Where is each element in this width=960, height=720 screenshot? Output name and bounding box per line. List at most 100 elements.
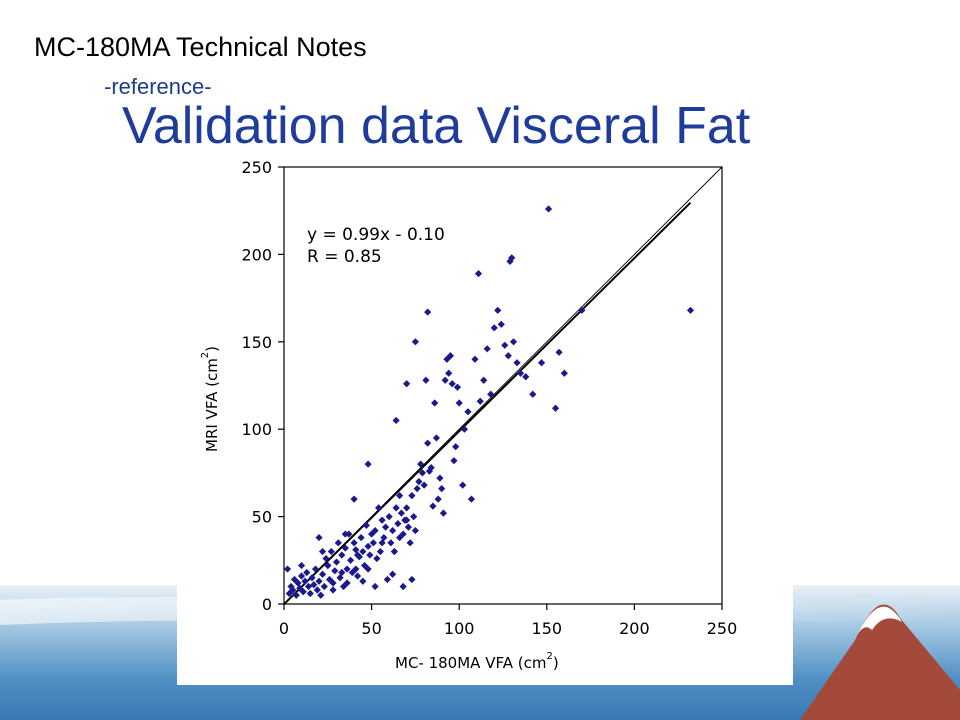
y-axis-label: MRI VFA (cm2) [200, 346, 221, 452]
data-point [387, 539, 395, 547]
data-point [371, 582, 379, 591]
data-point [373, 554, 381, 563]
axes: 0 50 100 150 200 250 0 50 100 150 200 250 [241, 158, 737, 638]
data-point [317, 591, 325, 599]
data-point [441, 376, 449, 384]
x-axis-label-sup: 2 [546, 651, 552, 662]
data-point [308, 574, 316, 582]
data-point [341, 530, 349, 538]
data-point [403, 380, 411, 388]
data-point [413, 485, 421, 493]
data-point [371, 526, 379, 535]
data-point [450, 457, 458, 465]
data-point [522, 373, 530, 381]
fit-lines [283, 166, 723, 605]
data-point [424, 439, 432, 447]
data-point [382, 523, 390, 531]
regression-line [283, 201, 692, 605]
data-point [439, 509, 448, 517]
data-point [392, 504, 400, 512]
data-point [336, 574, 344, 582]
data-point [555, 348, 563, 356]
data-point [299, 588, 307, 596]
data-point [474, 270, 483, 278]
data-point [459, 481, 467, 489]
data-point [425, 467, 434, 475]
data-point [399, 530, 407, 538]
data-point [431, 399, 439, 407]
data-point [303, 568, 311, 577]
data-point [380, 533, 388, 542]
chart-labels: y = 0.99x - 0.10 R = 0.85 MC- 180MA VFA … [200, 225, 559, 672]
data-point [338, 551, 346, 559]
data-point [483, 345, 491, 353]
data-point [389, 526, 397, 535]
data-point [352, 565, 360, 573]
data-point [476, 397, 484, 405]
data-point [513, 359, 521, 367]
x-tick-label: 0 [279, 619, 289, 638]
y-tick-label: 200 [241, 245, 272, 264]
data-point [432, 434, 441, 442]
slide-title: Validation data Visceral Fat [122, 97, 751, 155]
data-point [453, 383, 462, 391]
data-point [420, 481, 428, 489]
data-point [427, 464, 435, 472]
data-point [578, 306, 586, 314]
data-point [341, 544, 349, 552]
header-subtitle: -reference- [104, 74, 212, 99]
data-point [366, 551, 374, 559]
data-point [315, 577, 323, 585]
data-point [501, 341, 509, 349]
data-point [471, 355, 479, 363]
data-point [544, 205, 553, 213]
plot-area-frame [283, 166, 723, 605]
data-point [357, 533, 365, 542]
data-point [362, 521, 370, 529]
data-point [508, 254, 516, 262]
data-point [310, 581, 318, 589]
x-tick-label: 150 [532, 619, 563, 638]
data-point [455, 399, 463, 407]
data-point [394, 519, 402, 528]
y-axis-label-text: MRI VFA (cm [203, 358, 221, 452]
data-point [390, 547, 398, 556]
chart-panel: 0 50 100 150 200 250 0 50 100 150 200 250 y = 0.99x… [177, 155, 793, 685]
x-tick-label: 200 [619, 619, 650, 638]
data-point [313, 586, 321, 594]
data-point [516, 369, 525, 377]
data-point [404, 523, 412, 531]
data-point [359, 547, 367, 556]
data-point [397, 509, 405, 517]
data-point [289, 586, 297, 594]
data-point [504, 352, 512, 360]
data-point [403, 504, 411, 512]
data-point [410, 513, 418, 521]
data-point [360, 561, 369, 570]
y-tick-label: 150 [241, 333, 272, 352]
data-point [364, 565, 372, 573]
data-point [297, 561, 306, 570]
data-point [464, 408, 472, 416]
y-axis-label-close: ) [203, 346, 221, 352]
scatter-chart: 0 50 100 150 200 250 0 50 100 150 200 250 y = 0.99x… [200, 158, 737, 672]
data-point [332, 558, 341, 566]
data-point [296, 584, 304, 592]
data-point [529, 390, 537, 398]
data-point [392, 416, 400, 425]
data-point [378, 539, 386, 547]
data-point [350, 495, 358, 503]
y-tick-label: 250 [241, 158, 272, 177]
data-point [285, 589, 293, 598]
data-point [346, 556, 355, 564]
data-point [551, 404, 560, 412]
data-point [306, 589, 314, 598]
data-point [375, 504, 383, 512]
data-point [443, 355, 451, 363]
data-point [415, 478, 423, 486]
header-title: MC-180MA Technical Notes [34, 32, 367, 62]
data-point [446, 352, 455, 360]
data-point [297, 572, 306, 580]
y-tick-label: 50 [252, 508, 272, 527]
data-point [467, 495, 476, 503]
